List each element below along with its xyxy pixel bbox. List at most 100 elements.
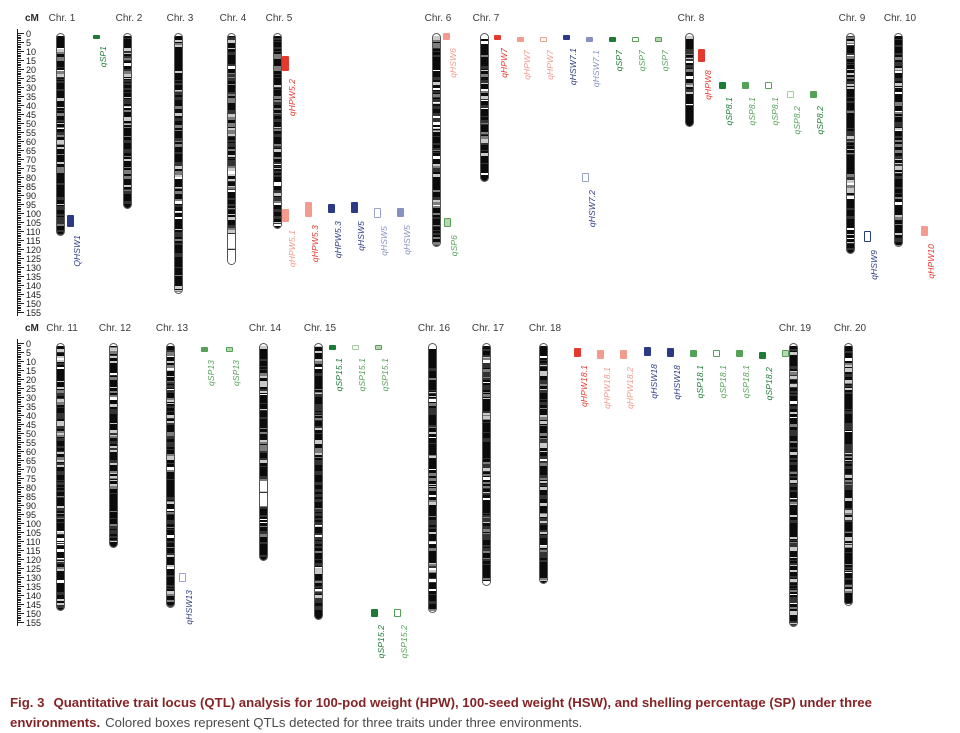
chromosome-band <box>56 81 64 83</box>
scale-tick-label: 15 <box>26 365 37 376</box>
chromosome-band <box>789 394 797 396</box>
chromosome-band <box>894 94 902 96</box>
chromosome-band <box>56 559 64 560</box>
chromosome-band <box>314 359 322 361</box>
chromosome-band <box>789 502 797 504</box>
scale-major-tick <box>17 451 24 453</box>
scale-minor-tick <box>17 564 21 566</box>
chromosome-band <box>482 496 490 498</box>
chromosome-band <box>56 605 64 607</box>
chromosome-band <box>432 134 440 136</box>
chromosome-band <box>894 174 902 176</box>
scale-major-tick <box>17 114 24 116</box>
chromosome-band <box>480 105 488 106</box>
chromosome-band <box>844 394 852 395</box>
chromosome-band <box>789 372 797 375</box>
chromosome-band <box>109 450 117 452</box>
chromosome-band <box>480 111 488 113</box>
chromosome-band <box>428 595 436 597</box>
chromosome-band <box>480 136 488 137</box>
chromosome-band <box>123 174 131 175</box>
chromosome-band <box>846 141 854 142</box>
scale-minor-tick <box>17 259 21 261</box>
chromosome-band <box>259 554 267 555</box>
chromosome-band <box>109 397 117 400</box>
scale-tick-label: 0 <box>26 338 32 349</box>
scale-tick-label: 100 <box>26 518 42 529</box>
chromosome-band <box>844 476 852 478</box>
chromosome-band <box>109 522 117 524</box>
chromosome-band <box>846 130 854 131</box>
chromosome-band <box>227 230 235 233</box>
chromosome-band <box>482 420 490 422</box>
chromosome-band <box>480 77 488 79</box>
scale-major-tick <box>17 433 24 435</box>
chromosome-band <box>432 103 440 104</box>
scale-tick-label: 75 <box>26 163 37 174</box>
chromosome-band <box>56 160 64 162</box>
chromosome-band <box>894 172 902 173</box>
chromosome-band <box>482 376 490 377</box>
chromosome-band <box>166 543 174 544</box>
chromosome-band <box>846 59 854 62</box>
chromosome-band <box>846 189 854 190</box>
qtl-marker <box>539 36 547 42</box>
scale-minor-tick <box>17 90 21 92</box>
chromosome-band <box>432 239 440 241</box>
chromosome-band <box>844 427 852 430</box>
chromosome-band <box>259 409 267 410</box>
chromosome-band <box>789 358 797 360</box>
chromosome-band <box>844 597 852 599</box>
chromosome-band <box>846 183 854 185</box>
chromosome-band <box>428 470 436 473</box>
scale-minor-tick <box>17 519 21 521</box>
scale-minor-tick <box>17 400 21 402</box>
qtl-marker <box>581 173 589 183</box>
chromosome-band <box>259 369 267 370</box>
chromosome-band <box>844 559 852 560</box>
chromosome-band <box>123 74 131 77</box>
chromosome-bar <box>258 343 268 561</box>
scale-tick-label: 130 <box>26 572 42 583</box>
chromosome-band <box>894 47 902 48</box>
chromosome-band <box>789 576 797 578</box>
chromosome-band <box>428 456 436 458</box>
chromosome-band <box>109 428 117 430</box>
chromosome-band <box>314 358 322 359</box>
chromosome-band <box>123 201 131 204</box>
chromosome-band <box>846 154 854 155</box>
chromosome-band <box>844 410 852 411</box>
chromosome-band <box>482 357 490 358</box>
chromosome-band <box>123 159 131 161</box>
scale-minor-tick <box>17 391 21 393</box>
scale-minor-tick <box>17 571 21 573</box>
chromosome-band <box>314 354 322 356</box>
chromosome-band <box>846 145 854 146</box>
qtl-label-text: qHPW18.2 <box>625 367 635 410</box>
chromosome-band <box>273 224 281 226</box>
chromosome-band <box>56 104 64 107</box>
chromosome-band <box>844 358 852 361</box>
scale-minor-tick <box>17 476 21 478</box>
chromosome-band <box>273 197 281 198</box>
chromosome-band <box>428 532 436 534</box>
chromosome-band <box>123 66 131 69</box>
chromosome-band <box>174 142 182 144</box>
chromosome-band <box>539 512 547 513</box>
scale-minor-tick <box>17 175 21 177</box>
chromosome-band <box>314 494 322 497</box>
scale-major-tick <box>17 379 24 381</box>
scale-tick-label: 55 <box>26 437 37 448</box>
chromosome-band <box>166 501 174 502</box>
chromosome-band <box>846 226 854 228</box>
chromosome-band <box>685 108 693 111</box>
chromosome-band <box>894 70 902 71</box>
chromosome-band <box>123 53 131 54</box>
chromosome-band <box>123 114 131 117</box>
scale-major-tick <box>17 343 24 345</box>
chromosome-band <box>259 544 267 546</box>
scale-minor-tick <box>17 277 21 279</box>
chromosome-band <box>273 201 281 203</box>
chromosome-band <box>56 143 64 144</box>
